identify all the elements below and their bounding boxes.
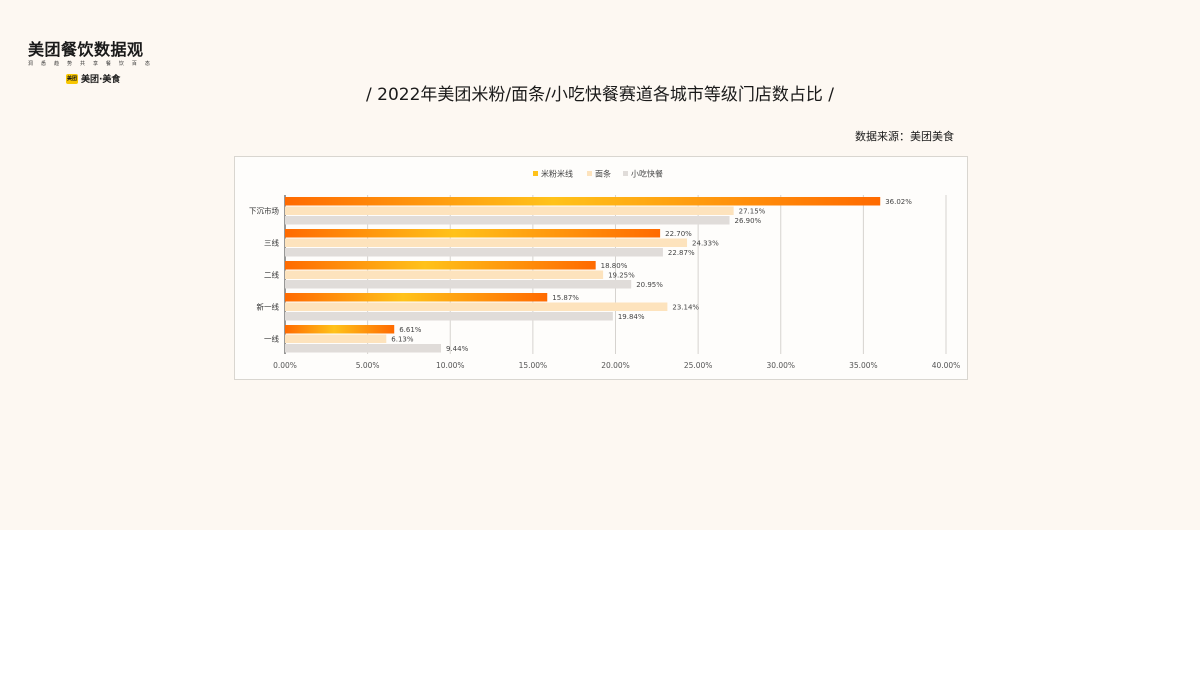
x-tick-label: 25.00% [684, 361, 713, 370]
legend-swatch [533, 171, 538, 176]
data-label: 24.33% [692, 240, 719, 248]
category-label: 三线 [264, 237, 279, 247]
category-label: 新一线 [257, 301, 280, 311]
x-tick-label: 20.00% [601, 361, 630, 370]
bar [285, 293, 548, 302]
chart-bars [285, 197, 881, 353]
meituan-badge-icon: 美团 [66, 73, 78, 84]
logo: 美团餐饮数据观 洞 悉 趋 势 共 享 餐 饮 百 态 美团 美团·美食 [28, 40, 178, 85]
data-label: 36.02% [885, 198, 912, 206]
bar [285, 312, 613, 321]
data-label: 19.25% [608, 272, 635, 280]
bar [285, 238, 688, 247]
data-label: 19.84% [618, 313, 645, 321]
data-label: 9.44% [446, 345, 469, 353]
legend-entry: 面条 [595, 169, 611, 179]
legend-entry: 米粉米线 [541, 169, 573, 179]
slide-background: 美团餐饮数据观 洞 悉 趋 势 共 享 餐 饮 百 态 美团 美团·美食 / 2… [0, 0, 1200, 530]
bar [285, 248, 663, 257]
bar [285, 216, 730, 225]
data-label: 15.87% [552, 294, 579, 302]
bar [285, 270, 604, 279]
bar [285, 344, 441, 353]
bar [285, 197, 881, 206]
data-label: 6.61% [399, 326, 422, 334]
legend-swatch [587, 171, 592, 176]
x-tick-label: 35.00% [849, 361, 878, 370]
category-label: 一线 [264, 333, 279, 343]
chart-data-labels: 36.02% 27.15%26.90% 22.70%24.33%22.87% 18.8… [391, 198, 912, 353]
chart-legend: 米粉米线 面条 小吃快餐 [533, 169, 663, 179]
bar [285, 206, 734, 215]
bar [285, 325, 395, 334]
legend-entry: 小吃快餐 [631, 169, 663, 179]
data-label: 18.80% [601, 262, 628, 270]
category-label: 二线 [264, 269, 279, 279]
x-tick-label: 10.00% [436, 361, 465, 370]
data-label: 22.70% [665, 230, 692, 238]
x-tick-label: 5.00% [356, 361, 380, 370]
category-label: 下沉市场 [249, 205, 279, 215]
bar [285, 280, 632, 289]
x-tick-label: 40.00% [932, 361, 961, 370]
data-label: 27.15% [739, 208, 766, 216]
x-tick-label: 30.00% [766, 361, 795, 370]
x-tick-label: 15.00% [519, 361, 548, 370]
bar [285, 302, 668, 311]
data-label: 22.87% [668, 249, 695, 257]
data-label: 23.14% [672, 304, 699, 312]
data-source: 数据来源：美团美食 [855, 130, 954, 143]
bar [285, 229, 661, 238]
chart-x-tick-labels: 0.00% 5.00% 10.00% 15.00% 20.00% 25.00% 30.00%… [273, 361, 960, 370]
bar [285, 334, 387, 343]
bar-chart: 米粉米线 面条 小吃快餐 36.02% 27.15%26.90% 22.70%24.33… [249, 169, 960, 371]
data-label: 6.13% [391, 336, 414, 344]
legend-swatch [623, 171, 628, 176]
x-tick-label: 0.00% [273, 361, 297, 370]
data-label: 26.90% [735, 217, 762, 225]
brand-mark: 美团 美团·美食 [66, 72, 178, 85]
bar [285, 261, 596, 270]
logo-subtitle: 洞 悉 趋 势 共 享 餐 饮 百 态 [28, 61, 154, 67]
brand-name: 美团·美食 [81, 75, 121, 85]
page-title: / 2022年美团米粉/面条/小吃快餐赛道各城市等级门店数占比 / [366, 85, 834, 105]
chart-container: 米粉米线 面条 小吃快餐 36.02% 27.15% 26.90% 22.70% 24.33… [234, 156, 968, 380]
logo-title: 美团餐饮数据观 [28, 40, 144, 59]
data-label: 20.95% [636, 281, 663, 289]
